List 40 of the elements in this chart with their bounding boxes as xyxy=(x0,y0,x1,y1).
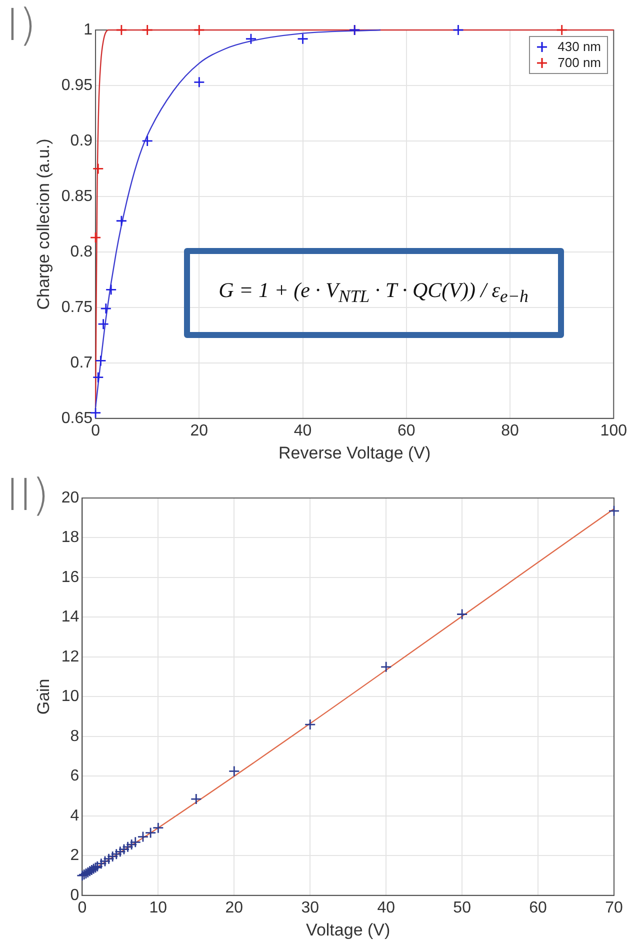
y-tick-label: 2 xyxy=(70,847,80,864)
y-axis-title: Charge collecion (a.u.) xyxy=(34,138,53,310)
text: I) xyxy=(6,0,36,51)
x-tick-label: 20 xyxy=(190,422,208,440)
y-tick-label: 1 xyxy=(84,21,93,38)
x-tick-label: 30 xyxy=(301,899,320,916)
text: II) xyxy=(6,470,50,521)
x-axis-title: Reverse Voltage (V) xyxy=(278,443,431,462)
x-tick-label: 60 xyxy=(398,422,416,440)
y-tick-label: 10 xyxy=(61,688,80,706)
legend-label: 700 nm xyxy=(558,55,602,71)
y-axis-title: Gain xyxy=(34,678,53,715)
y-tick-label: 0.95 xyxy=(61,76,93,94)
y-tick-label: 0.9 xyxy=(70,132,93,150)
y-tick-label: 0 xyxy=(70,886,80,904)
y-tick-label: 18 xyxy=(61,529,80,546)
x-tick-label: 10 xyxy=(149,899,168,916)
x-axis-title: Voltage (V) xyxy=(306,920,390,940)
legend-label: 430 nm xyxy=(558,39,602,55)
x-tick-label: 70 xyxy=(605,899,623,916)
y-tick-label: 16 xyxy=(61,568,80,586)
y-tick-label: 8 xyxy=(70,728,80,745)
x-tick-label: 40 xyxy=(294,422,312,440)
x-tick-label: 40 xyxy=(377,899,396,916)
annotation: G = 1 + (e · V$_{NTL}$ · T · QC(V)) / ε$_{e−h}$ xyxy=(218,278,528,308)
y-tick-label: 0.7 xyxy=(70,354,93,372)
x-tick-label: 60 xyxy=(529,899,548,916)
y-tick-label: 6 xyxy=(70,768,80,785)
y-tick-label: 4 xyxy=(70,807,80,824)
x-tick-label: 50 xyxy=(453,899,472,916)
x-tick-label: 100 xyxy=(600,422,628,440)
y-tick-label: 20 xyxy=(61,489,80,506)
y-tick-label: 14 xyxy=(61,608,80,626)
y-tick-label: 0.65 xyxy=(61,410,93,427)
y-tick-label: 0.85 xyxy=(61,188,93,205)
x-tick-label: 20 xyxy=(225,899,244,916)
x-tick-label: 80 xyxy=(501,422,520,440)
y-tick-label: 0.75 xyxy=(61,298,93,316)
y-tick-label: 12 xyxy=(61,648,80,666)
y-tick-label: 0.8 xyxy=(70,243,93,260)
